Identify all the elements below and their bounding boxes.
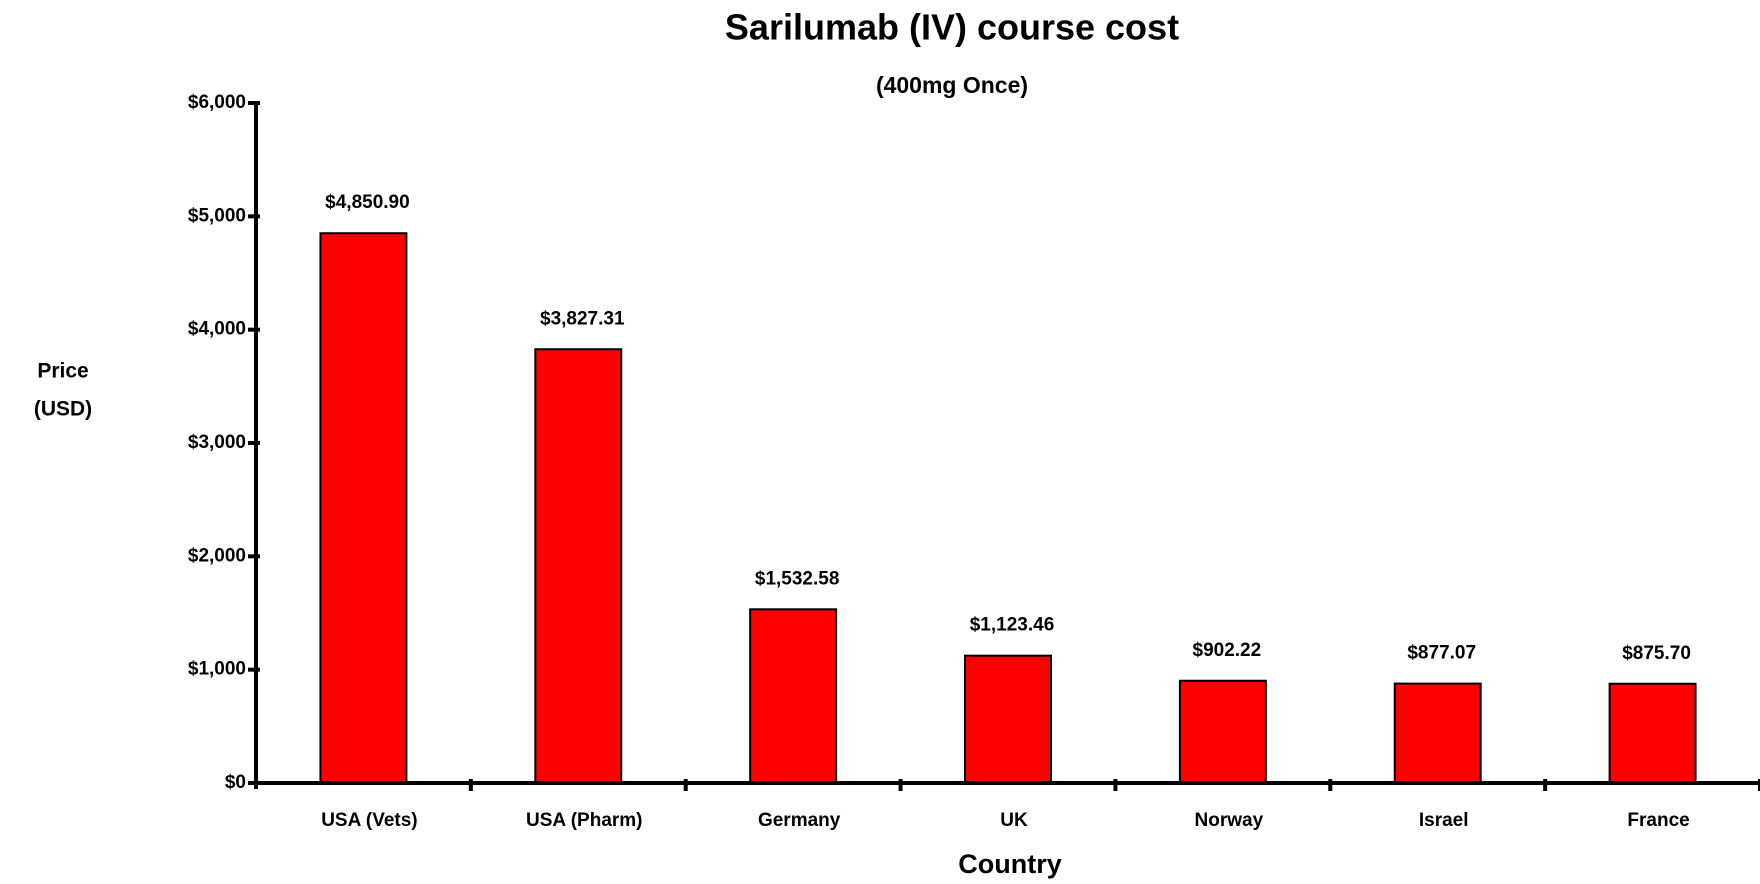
x-tick-label: Israel xyxy=(1419,810,1469,831)
y-tick-label: $6,000 xyxy=(188,92,246,113)
x-tick-label: Germany xyxy=(758,810,841,831)
y-tick-label: $3,000 xyxy=(188,432,246,453)
data-label: $4,850.90 xyxy=(325,192,410,213)
data-label: $1,532.58 xyxy=(755,568,840,589)
bar xyxy=(1608,682,1697,785)
data-label: $902.22 xyxy=(1193,640,1262,661)
y-tick-label: $4,000 xyxy=(188,319,246,340)
x-tick-label: France xyxy=(1627,810,1689,831)
bar xyxy=(749,608,838,785)
y-axis-title: Price xyxy=(37,360,88,383)
chart-title: Sarilumab (IV) course cost xyxy=(725,7,1179,48)
x-tick-label: UK xyxy=(1000,810,1028,831)
bar xyxy=(964,654,1052,785)
data-label: $877.07 xyxy=(1407,643,1476,664)
data-label: $3,827.31 xyxy=(540,308,625,329)
bar xyxy=(1178,679,1267,785)
x-tick-label: USA (Vets) xyxy=(321,810,417,831)
y-tick-label: $5,000 xyxy=(188,205,246,226)
y-tick-label: $2,000 xyxy=(188,545,246,566)
x-tick-label: USA (Pharm) xyxy=(526,810,642,831)
chart-subtitle: (400mg Once) xyxy=(876,72,1028,98)
data-label: $1,123.46 xyxy=(970,615,1055,636)
data-label: $875.70 xyxy=(1622,643,1691,664)
y-tick-label: $0 xyxy=(225,772,246,793)
x-axis-title: Country xyxy=(958,849,1062,879)
y-axis-title: (USD) xyxy=(34,398,92,421)
bar xyxy=(1393,682,1482,785)
bar xyxy=(319,232,408,785)
y-tick-label: $1,000 xyxy=(188,659,246,680)
bar xyxy=(534,348,623,784)
x-tick-label: Norway xyxy=(1195,810,1264,831)
